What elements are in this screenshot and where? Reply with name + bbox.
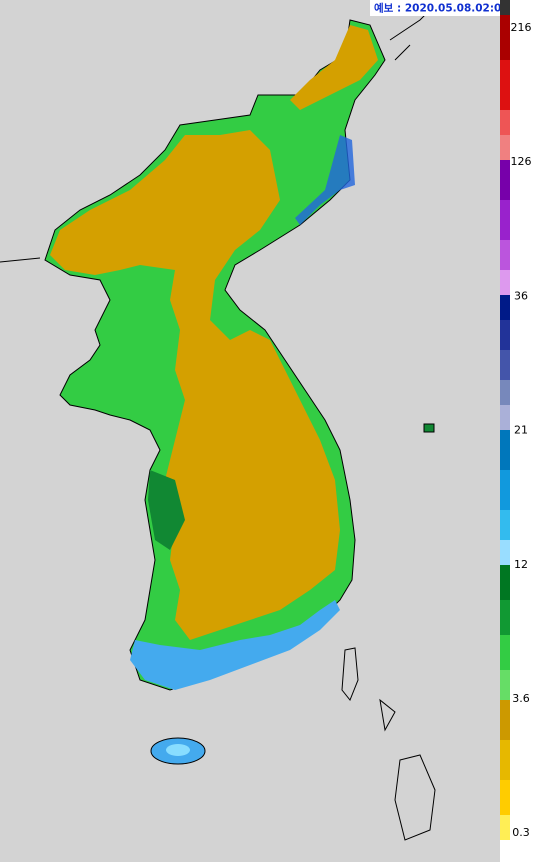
dry-northeast xyxy=(290,25,378,110)
color-bar-band xyxy=(500,840,510,862)
color-bar-band xyxy=(500,780,510,815)
color-bar-band xyxy=(500,430,510,470)
jeju-center xyxy=(166,744,190,756)
forecast-label: 예보 : 2020.05.08.02:00 xyxy=(374,2,509,15)
legend-tick-label: 36 xyxy=(514,289,528,302)
color-bar: 216 126 36 21 12 3.6 0.3 xyxy=(500,0,536,862)
dry-north xyxy=(50,130,340,640)
color-bar-band xyxy=(500,270,510,295)
color-bar-band xyxy=(500,510,510,540)
color-bar-band xyxy=(500,200,510,240)
color-bar-band xyxy=(500,0,510,15)
color-bar-band xyxy=(500,635,510,670)
color-bar-band xyxy=(500,320,510,350)
color-bar-band xyxy=(500,240,510,270)
legend-tick-label: 3.6 xyxy=(512,692,530,705)
color-bar-band xyxy=(500,380,510,405)
color-bar-band xyxy=(500,350,510,380)
coastline xyxy=(341,647,436,841)
color-bar-band xyxy=(500,470,510,510)
color-bar-band xyxy=(500,160,510,200)
color-bar-band xyxy=(500,295,510,320)
color-bar-band xyxy=(500,540,510,565)
color-bar-band xyxy=(500,670,510,700)
color-bar-band xyxy=(500,700,510,740)
wet-south-coast xyxy=(130,600,340,690)
color-bar-band xyxy=(500,60,510,110)
color-bar-band xyxy=(500,405,510,430)
legend-tick-label: 126 xyxy=(511,155,532,168)
color-bar-band xyxy=(500,110,510,135)
wet-northeast xyxy=(295,135,355,225)
color-bar-band xyxy=(500,600,510,635)
legend-tick-label: 0.3 xyxy=(512,826,530,839)
wet-west-coast xyxy=(148,470,185,550)
legend-tick-label: 12 xyxy=(514,558,528,571)
legend-tick-label: 216 xyxy=(511,21,532,34)
header-box xyxy=(370,0,500,16)
color-bar-band xyxy=(500,740,510,780)
color-bar-band xyxy=(500,815,510,840)
ulleung-island xyxy=(423,423,435,433)
color-bar-band xyxy=(500,135,510,160)
color-bar-band xyxy=(500,15,510,60)
legend-tick-label: 21 xyxy=(514,424,528,437)
color-bar-band xyxy=(500,565,510,600)
